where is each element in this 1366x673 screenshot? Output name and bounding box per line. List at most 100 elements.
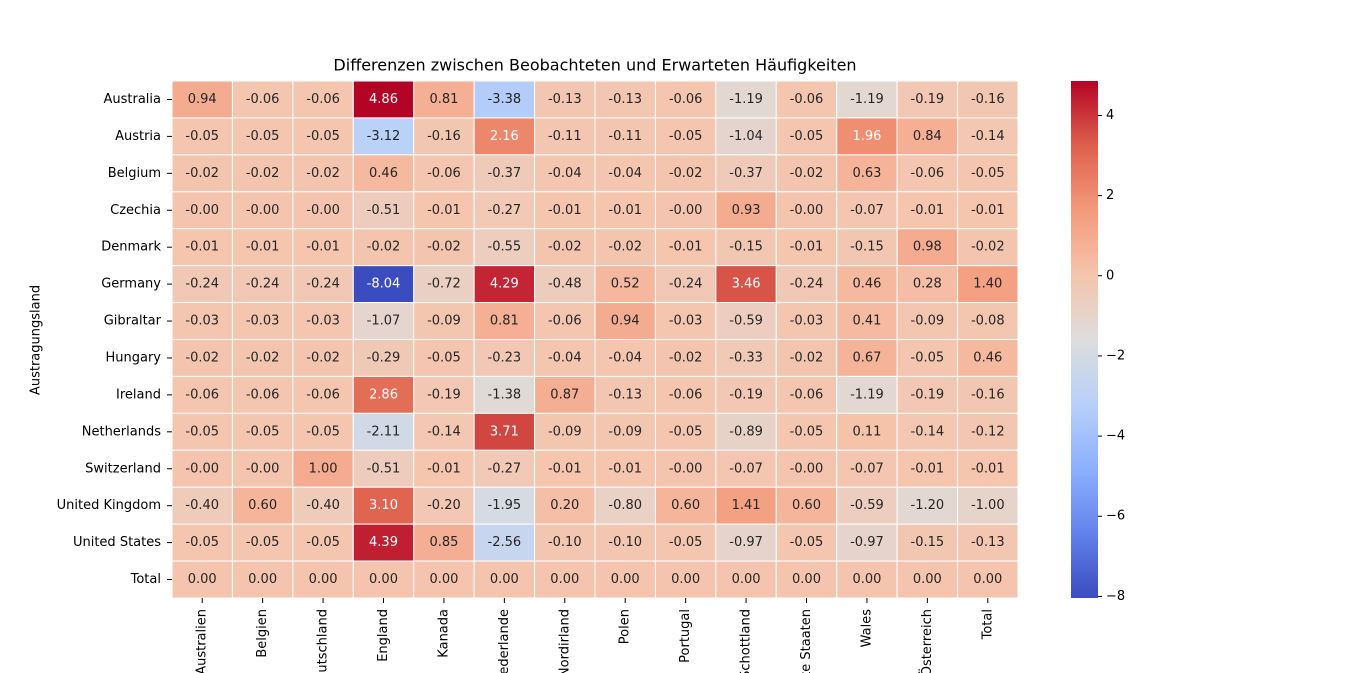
heatmap-cell <box>413 449 475 488</box>
cell-label: -1.00 <box>971 498 1005 513</box>
cell-label: -0.02 <box>306 350 340 365</box>
cell-label: 0.00 <box>248 572 277 587</box>
cell-label: -0.19 <box>427 387 461 402</box>
cell-label: -0.03 <box>306 314 340 329</box>
heatmap-cell <box>957 302 1019 341</box>
heatmap-cell <box>413 523 475 562</box>
cell-label: -0.01 <box>608 461 642 476</box>
y-tick-label: Austria <box>115 129 161 144</box>
cell-label: 0.60 <box>671 498 700 513</box>
heatmap-cell <box>473 375 536 414</box>
colorbar-tick-label: −4 <box>1106 429 1125 444</box>
heatmap-cell <box>231 265 294 304</box>
heatmap-cell <box>171 339 233 377</box>
cell-label: 0.00 <box>973 572 1002 587</box>
heatmap-cell <box>534 486 596 525</box>
heatmap-cell <box>836 339 898 377</box>
heatmap-cell <box>654 339 717 377</box>
heatmap-cell <box>594 523 656 562</box>
cell-label: -0.15 <box>850 240 884 255</box>
heatmap-cell <box>896 117 959 156</box>
heatmap-cell <box>352 191 415 230</box>
heatmap-cell <box>775 302 838 341</box>
y-tick-label: Gibraltar <box>104 314 162 329</box>
heatmap-cell <box>957 265 1019 304</box>
heatmap-cell <box>654 560 717 599</box>
cell-label: 0.81 <box>490 314 519 329</box>
cell-label: -0.80 <box>608 498 642 513</box>
heatmap-cell <box>654 412 717 451</box>
cell-label: -0.59 <box>850 498 884 513</box>
cell-label: -0.00 <box>790 461 824 476</box>
heatmap-cell <box>413 117 475 156</box>
heatmap-cell <box>654 117 717 156</box>
cell-label: 0.28 <box>913 277 942 292</box>
cell-label: -1.19 <box>850 387 884 402</box>
heatmap-cell <box>715 339 777 377</box>
y-tick-label: Czechia <box>110 203 161 218</box>
cell-label: -1.19 <box>729 92 763 107</box>
heatmap-cell <box>896 191 959 230</box>
cell-label: -0.02 <box>548 240 582 255</box>
y-tick-label: Belgium <box>108 166 161 181</box>
cell-label: -0.16 <box>427 129 461 144</box>
heatmap-cell <box>957 154 1019 193</box>
cell-label: -0.08 <box>971 314 1005 329</box>
heatmap-cell <box>413 412 475 451</box>
cell-label: -2.11 <box>367 424 401 439</box>
cell-label: -0.00 <box>246 203 280 218</box>
heatmap-cell <box>836 486 898 525</box>
cell-label: -0.14 <box>971 129 1005 144</box>
cell-label: -0.06 <box>548 314 582 329</box>
cell-label: -0.11 <box>548 129 582 144</box>
cell-label: 1.41 <box>732 498 761 513</box>
heatmap-cell <box>534 265 596 304</box>
cell-label: -0.40 <box>185 498 219 513</box>
cell-label: -0.04 <box>608 166 642 181</box>
cell-label: -0.05 <box>185 424 219 439</box>
cell-label: 0.00 <box>852 572 881 587</box>
heatmap-cell <box>231 449 294 488</box>
heatmap-cell <box>413 339 475 377</box>
y-axis-label: Austragungsland <box>29 285 44 395</box>
cell-label: -0.01 <box>427 461 461 476</box>
y-tick-label: Total <box>130 572 161 587</box>
heatmap-cell <box>292 449 354 488</box>
heatmap-cell <box>957 375 1019 414</box>
cell-label: -0.01 <box>911 461 945 476</box>
cell-label: -0.24 <box>246 277 280 292</box>
cell-label: -0.01 <box>185 240 219 255</box>
heatmap-cell <box>292 154 354 193</box>
cell-label: 0.60 <box>248 498 277 513</box>
y-tick-label: Australia <box>103 92 161 107</box>
heatmap-cell <box>171 80 233 119</box>
cell-label: -0.02 <box>185 350 219 365</box>
heatmap-cell <box>836 154 898 193</box>
heatmap-cell <box>775 228 838 267</box>
x-tick-label: Portugal <box>678 609 693 663</box>
cell-label: -0.04 <box>548 166 582 181</box>
x-tick-label: Polen <box>618 609 633 644</box>
cell-label: -0.20 <box>427 498 461 513</box>
cell-label: -0.19 <box>911 387 945 402</box>
cell-label: -0.05 <box>790 535 824 550</box>
heatmap-cell <box>231 80 294 119</box>
heatmap-cell <box>352 302 415 341</box>
heatmap-cell <box>352 117 415 156</box>
cell-label: -0.13 <box>608 387 642 402</box>
heatmap-cell <box>534 302 596 341</box>
cell-label: -0.01 <box>548 203 582 218</box>
heatmap-cell <box>775 560 838 599</box>
y-tick-label: Switzerland <box>85 461 161 476</box>
cell-label: 0.00 <box>550 572 579 587</box>
cell-label: -0.06 <box>185 387 219 402</box>
y-tick-label: Netherlands <box>82 424 161 439</box>
cell-label: -0.03 <box>246 314 280 329</box>
heatmap-cell <box>594 265 656 304</box>
cell-label: -0.00 <box>790 203 824 218</box>
cell-label: -0.02 <box>246 350 280 365</box>
cell-label: -0.13 <box>608 92 642 107</box>
cell-label: -0.02 <box>790 166 824 181</box>
cell-label: -0.05 <box>306 535 340 550</box>
